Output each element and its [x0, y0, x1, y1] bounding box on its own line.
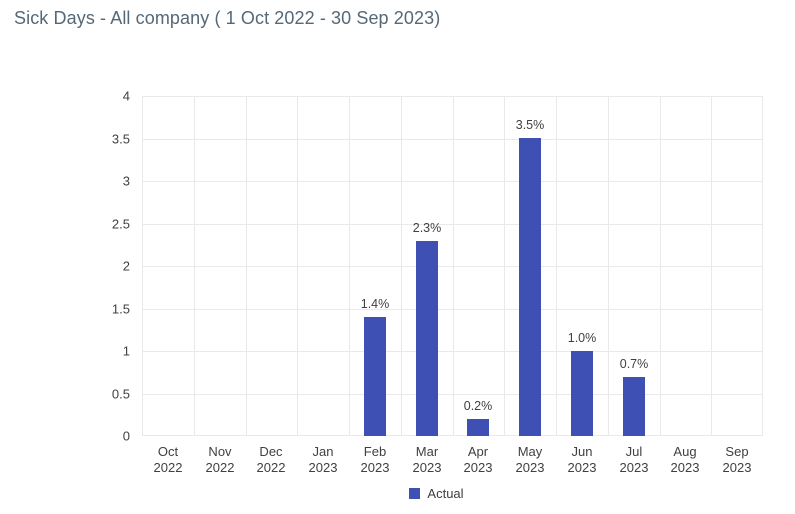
gridline-h [142, 394, 763, 395]
bar-jun-2023[interactable] [571, 351, 593, 436]
gridline-v [401, 96, 402, 436]
y-tick-label: 3.5 [111, 131, 130, 147]
x-tick-label: Aug 2023 [670, 444, 700, 475]
y-tick-label: 0 [122, 428, 130, 444]
gridline-v [711, 96, 712, 436]
legend: Actual [110, 486, 763, 501]
bar-value-label: 0.2% [463, 399, 493, 413]
gridline-v [608, 96, 609, 436]
bar-value-label: 2.3% [412, 221, 442, 235]
gridline-h [142, 224, 763, 225]
bar-value-label: 1.0% [567, 331, 597, 345]
x-tick-label: Jul 2023 [619, 444, 649, 475]
y-tick-label: 1 [122, 343, 130, 359]
bar-jul-2023[interactable] [623, 377, 645, 436]
x-tick-label: Nov 2022 [205, 444, 235, 475]
gridline-v [297, 96, 298, 436]
x-tick-label: Dec 2022 [256, 444, 286, 475]
gridline-v [762, 96, 763, 436]
bar-mar-2023[interactable] [416, 241, 438, 436]
gridline-v [660, 96, 661, 436]
y-tick-label: 1.5 [111, 301, 130, 317]
gridline-v [349, 96, 350, 436]
y-tick-label: 4 [122, 88, 130, 104]
gridline-v [453, 96, 454, 436]
gridline-v [556, 96, 557, 436]
gridline-h [142, 181, 763, 182]
gridline-v [142, 96, 143, 436]
x-tick-label: Jun 2023 [567, 444, 597, 475]
gridline-h [142, 351, 763, 352]
gridline-v [504, 96, 505, 436]
y-tick-label: 0.5 [111, 386, 130, 402]
x-tick-label: Sep 2023 [722, 444, 752, 475]
x-tick-label: Jan 2023 [308, 444, 338, 475]
y-tick-label: 2.5 [111, 216, 130, 232]
legend-swatch-actual-icon [409, 488, 421, 499]
y-axis: 0 0.5 1 1.5 2 2.5 3 3.5 4 [0, 89, 130, 444]
y-tick-label: 3 [122, 173, 130, 189]
bar-may-2023[interactable] [519, 138, 541, 436]
gridline-h [142, 435, 763, 436]
y-tick-label: 2 [122, 258, 130, 274]
plot-area: 1.4% 2.3% 0.2% 3.5% 1.0% 0.7% [142, 96, 763, 436]
bar-feb-2023[interactable] [364, 317, 386, 436]
bar-value-label: 3.5% [515, 118, 545, 132]
gridline-h [142, 266, 763, 267]
bar-value-label: 1.4% [360, 297, 390, 311]
bar-apr-2023[interactable] [467, 419, 489, 436]
gridline-h [142, 96, 763, 97]
chart-title: Sick Days - All company ( 1 Oct 2022 - 3… [14, 8, 441, 28]
gridline-h [142, 309, 763, 310]
x-tick-label: Feb 2023 [360, 444, 390, 475]
gridline-v [246, 96, 247, 436]
x-tick-label: Apr 2023 [463, 444, 493, 475]
legend-label-actual: Actual [427, 486, 464, 501]
x-tick-label: Mar 2023 [412, 444, 442, 475]
bar-value-label: 0.7% [619, 357, 649, 371]
x-axis: Oct 2022 Nov 2022 Dec 2022 Jan 2023 Feb 2023 Mar 20… [142, 444, 763, 480]
x-tick-label: Oct 2022 [153, 444, 183, 475]
gridline-v [194, 96, 195, 436]
gridline-h [142, 139, 763, 140]
x-tick-label: May 2023 [515, 444, 545, 475]
